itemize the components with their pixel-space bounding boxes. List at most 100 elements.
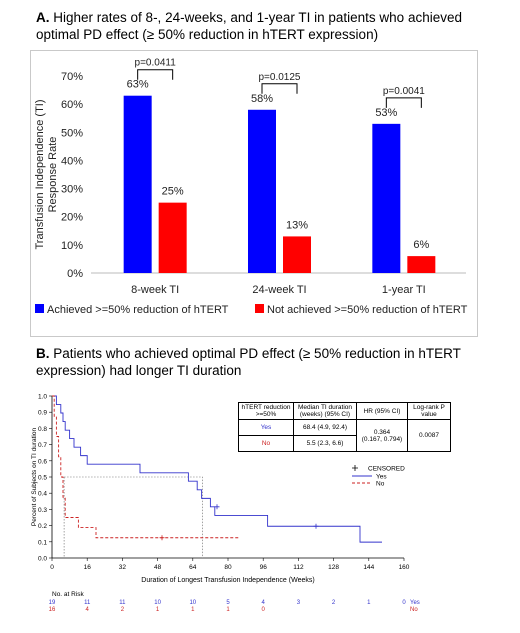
- x-tick-label: 96: [260, 564, 268, 571]
- bar-not-achieved: [158, 202, 187, 273]
- censor-mark: [313, 523, 319, 529]
- table-cell-median: 68.4 (4.9, 92.4): [293, 419, 357, 436]
- table-header-cell: hTERT reduction >=50%: [238, 402, 294, 420]
- panel-a-heading-text: Higher rates of 8-, 24-weeks, and 1-year…: [36, 10, 462, 42]
- p-value-bracket: [137, 69, 174, 80]
- at-risk-yes-count: 3: [297, 600, 301, 606]
- table-header-cell: Median TI duration (weeks) (95% CI): [293, 402, 357, 420]
- bar-achieved: [248, 109, 276, 273]
- y-tick-label: 10%: [61, 240, 83, 252]
- x-tick-label: 80: [224, 564, 232, 571]
- km-curve-yes: [52, 395, 382, 543]
- hr-ci: (0.167, 0.794): [361, 435, 403, 443]
- panel-b-heading: B. Patients who achieved optimal PD effe…: [36, 345, 486, 379]
- km-summary-table: hTERT reduction >=50% Median TI duration…: [238, 402, 451, 452]
- bar-value-label: 53%: [375, 107, 397, 119]
- y-tick-label: 0%: [67, 268, 83, 280]
- at-risk-no-count: 1: [191, 607, 195, 613]
- legend-label-no: No: [376, 481, 385, 488]
- y-tick-label: 1.0: [38, 394, 47, 401]
- x-tick-label: 144: [363, 564, 374, 571]
- table-row: No 5.5 (2.3, 6.6): [238, 435, 451, 452]
- legend-label-achieved: Achieved >=50% reduction of hTERT: [47, 304, 229, 316]
- panel-a-chart-frame: Transfusion Independence (TI)Response Ra…: [30, 50, 478, 337]
- at-risk-yes-count: 0: [402, 600, 406, 606]
- hr-value: 0.364: [373, 428, 391, 436]
- legend-censored-label: CENSORED: [368, 466, 405, 473]
- bar-value-label: 6%: [413, 239, 429, 251]
- median-line-yes: [64, 476, 203, 558]
- x-tick-label: 1-year TI: [382, 284, 426, 296]
- panel-a-heading: A. Higher rates of 8-, 24-weeks, and 1-y…: [36, 9, 506, 43]
- table-cell-median: 5.5 (2.3, 6.6): [293, 435, 357, 452]
- y-tick-label: 0.4: [38, 491, 47, 498]
- at-risk-yes-count: 10: [154, 600, 161, 606]
- at-risk-no-label: No: [410, 607, 418, 613]
- at-risk-yes-count: 11: [84, 600, 91, 606]
- km-curve-no: [52, 395, 239, 539]
- bar-chart: Transfusion Independence (TI)Response Ra…: [34, 58, 468, 316]
- x-tick-label: 64: [189, 564, 197, 571]
- at-risk-no-count: 0: [262, 607, 266, 613]
- y-tick-label: 30%: [61, 184, 83, 196]
- x-tick-label: 160: [399, 564, 410, 571]
- legend-label-yes: Yes: [376, 474, 387, 481]
- bar-value-label: 25%: [162, 186, 184, 198]
- x-tick-label: 16: [84, 564, 92, 571]
- x-tick-label: 128: [328, 564, 339, 571]
- at-risk-yes-count: 11: [119, 600, 126, 606]
- bar-achieved: [123, 95, 152, 273]
- x-tick-label: 24-week TI: [252, 284, 306, 296]
- y-tick-label: 0.8: [38, 426, 47, 433]
- panel-b-heading-text: Patients who achieved optimal PD effect …: [36, 346, 461, 378]
- legend-swatch-not-achieved: [255, 304, 264, 313]
- p-value-label: p=0.0125: [259, 72, 301, 83]
- bar-value-label: 13%: [286, 219, 308, 231]
- y-tick-label: 40%: [61, 155, 83, 167]
- y-tick-label: 20%: [61, 212, 83, 224]
- table-cell-group: Yes: [238, 419, 294, 436]
- table-row: Yes 68.4 (4.9, 92.4) 0.364 (0.167, 0.794…: [238, 419, 451, 452]
- at-risk-yes-count: 4: [262, 600, 266, 606]
- y-tick-label: 60%: [61, 99, 83, 111]
- p-value-label: p=0.0041: [383, 86, 425, 97]
- at-risk-yes-label: Yes: [410, 600, 420, 606]
- legend-swatch-achieved: [35, 304, 44, 313]
- x-tick-label: 0: [50, 564, 54, 571]
- bar-value-label: 63%: [127, 79, 149, 91]
- y-axis-title: Percent of Subjects on TI duration: [31, 428, 38, 527]
- censor-mark: [214, 504, 220, 510]
- at-risk-label: No. at Risk: [52, 591, 85, 598]
- legend-label-not-achieved: Not achieved >=50% reduction of hTERT: [267, 304, 468, 316]
- table-header-cell: HR (95% CI): [356, 402, 408, 420]
- at-risk-no-count: 2: [121, 607, 125, 613]
- at-risk-yes-count: 5: [226, 600, 230, 606]
- table-cell-hr: 0.364 (0.167, 0.794): [356, 419, 408, 452]
- at-risk-yes-count: 10: [189, 600, 196, 606]
- bar-not-achieved: [407, 256, 436, 273]
- y-tick-label: 0.0: [38, 556, 47, 563]
- table-header-cell: Log-rank P value: [407, 402, 451, 420]
- panel-a-letter: A.: [36, 10, 50, 25]
- y-tick-label: 50%: [61, 127, 83, 139]
- at-risk-no-count: 4: [86, 607, 90, 613]
- y-tick-label: 0.7: [38, 442, 47, 449]
- y-tick-label: 0.9: [38, 410, 47, 417]
- y-tick-label: 0.6: [38, 458, 47, 465]
- y-tick-label: 0.2: [38, 523, 47, 530]
- x-tick-label: 8-week TI: [131, 284, 179, 296]
- bar-achieved: [372, 123, 401, 273]
- bar-not-achieved: [283, 236, 311, 273]
- x-tick-label: 32: [119, 564, 127, 571]
- at-risk-yes-count: 19: [49, 600, 56, 606]
- table-cell-pvalue: 0.0087: [407, 419, 451, 452]
- at-risk-no-count: 1: [226, 607, 230, 613]
- panel-b-letter: B.: [36, 346, 50, 361]
- y-tick-label: 0.5: [38, 475, 47, 482]
- bar-value-label: 58%: [251, 93, 273, 105]
- y-tick-label: 0.3: [38, 507, 47, 514]
- at-risk-yes-count: 1: [367, 600, 371, 606]
- x-tick-label: 48: [154, 564, 162, 571]
- at-risk-no-count: 1: [156, 607, 160, 613]
- censor-mark: [159, 535, 165, 541]
